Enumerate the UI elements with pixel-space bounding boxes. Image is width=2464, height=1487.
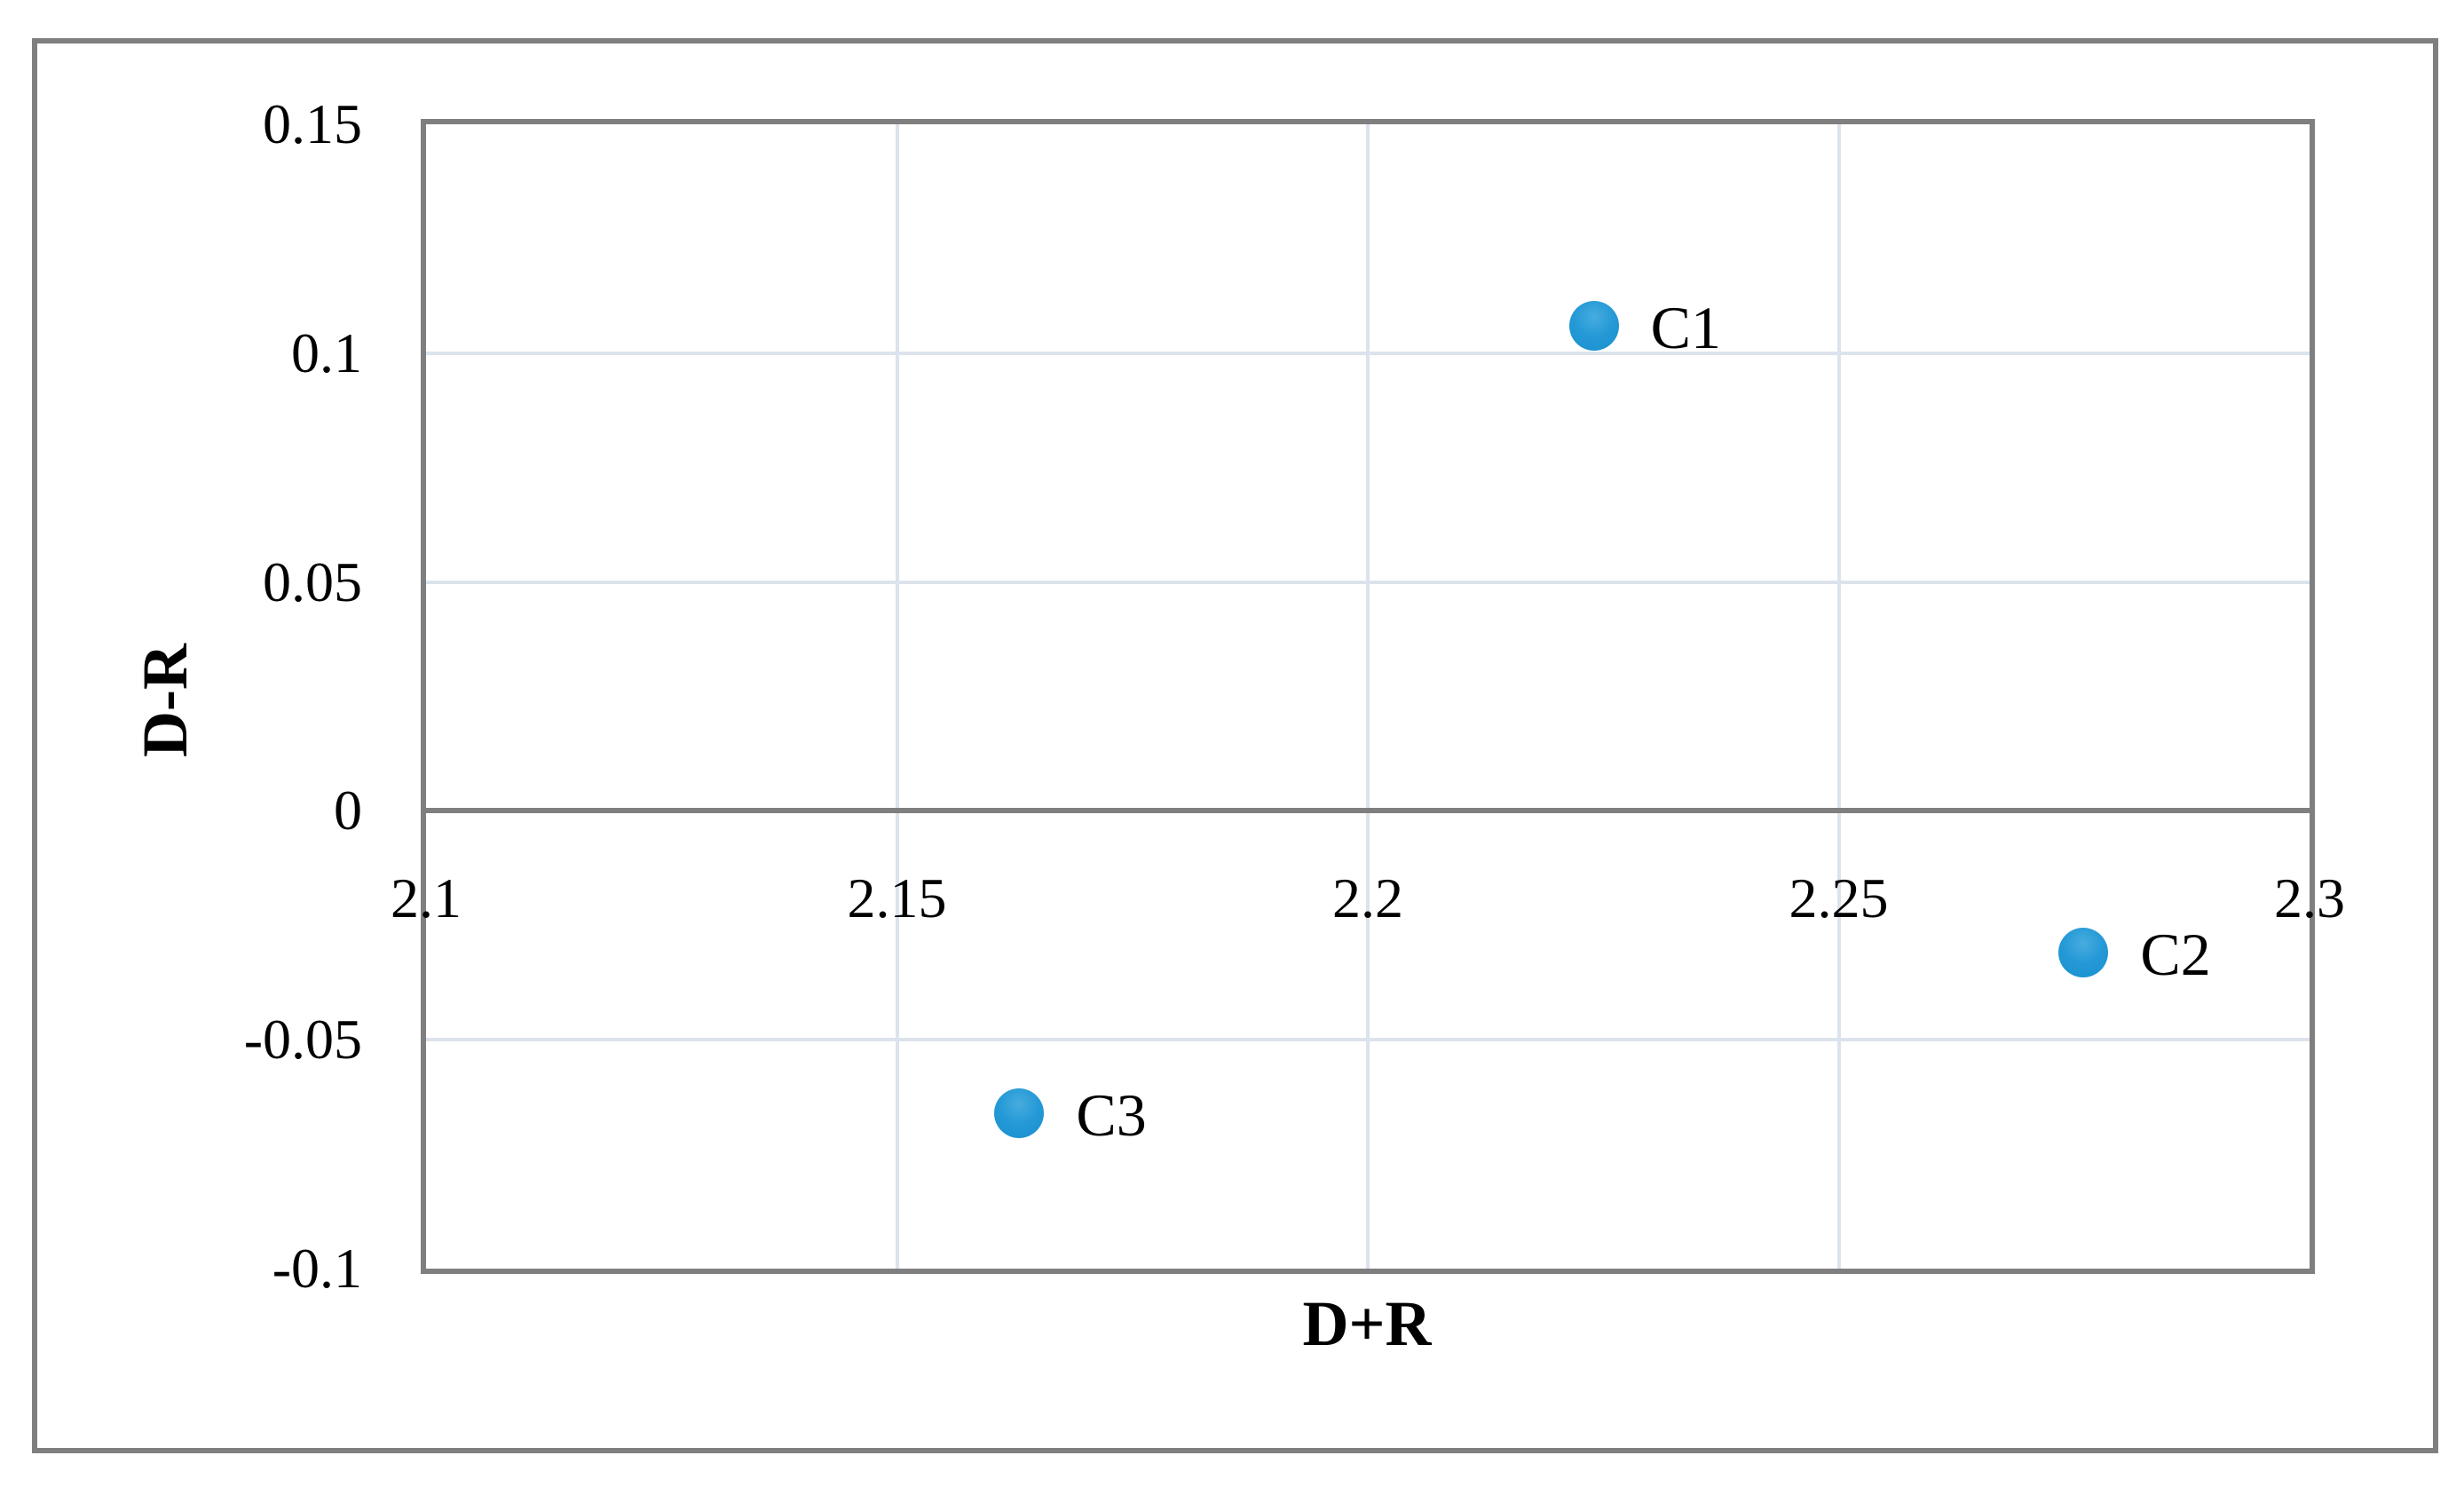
y-gridline [426, 1038, 2310, 1042]
figure-border [32, 38, 2438, 1453]
x-axis-tick-label: 2.3 [2274, 866, 2345, 930]
plot-area: C1 C2 C3 [421, 119, 2315, 1274]
y-axis-tick-label: 0.1 [291, 320, 362, 384]
point-label-c2: C2 [2140, 921, 2211, 989]
scatter-point-c1 [1568, 300, 1619, 351]
x-axis-tick-label: 2.25 [1789, 866, 1889, 930]
scatter-point-c3 [994, 1088, 1045, 1138]
point-label-c1: C1 [1650, 293, 1721, 361]
y-axis-title: D-R [130, 644, 201, 757]
x-axis-line [426, 808, 2310, 814]
x-axis-tick-label: 2.15 [847, 866, 947, 930]
y-axis-tick-label: 0 [334, 779, 362, 842]
y-axis-tick-label: -0.05 [243, 1008, 362, 1072]
y-axis-tick-label: -0.1 [272, 1237, 362, 1300]
y-axis-tick-label: 0.05 [263, 550, 362, 613]
x-gridline [1366, 124, 1370, 1269]
point-label-c3: C3 [1076, 1080, 1147, 1149]
scatter-point-c2 [2058, 928, 2109, 978]
y-gridline [426, 351, 2310, 355]
x-axis-tick-label: 2.1 [391, 866, 462, 930]
x-gridline [895, 124, 899, 1269]
y-gridline [426, 580, 2310, 584]
x-axis-title: D+R [1302, 1288, 1432, 1359]
x-gridline [1836, 124, 1841, 1269]
x-axis-tick-label: 2.2 [1332, 866, 1403, 930]
y-axis-tick-label: 0.15 [263, 92, 362, 155]
